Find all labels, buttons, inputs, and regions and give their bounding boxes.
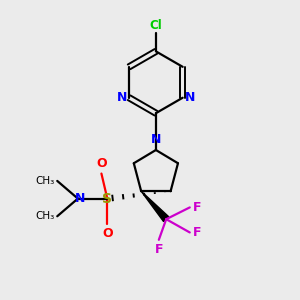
Text: O: O xyxy=(102,227,112,240)
Text: N: N xyxy=(116,91,127,104)
Polygon shape xyxy=(141,191,169,222)
Text: O: O xyxy=(96,157,107,170)
Text: F: F xyxy=(193,226,201,239)
Text: N: N xyxy=(151,133,161,146)
Text: N: N xyxy=(75,192,86,205)
Text: CH₃: CH₃ xyxy=(36,211,55,221)
Text: F: F xyxy=(154,243,163,256)
Text: S: S xyxy=(102,192,112,206)
Text: CH₃: CH₃ xyxy=(36,176,55,186)
Text: N: N xyxy=(185,91,195,104)
Text: Cl: Cl xyxy=(149,19,162,32)
Text: F: F xyxy=(193,201,201,214)
